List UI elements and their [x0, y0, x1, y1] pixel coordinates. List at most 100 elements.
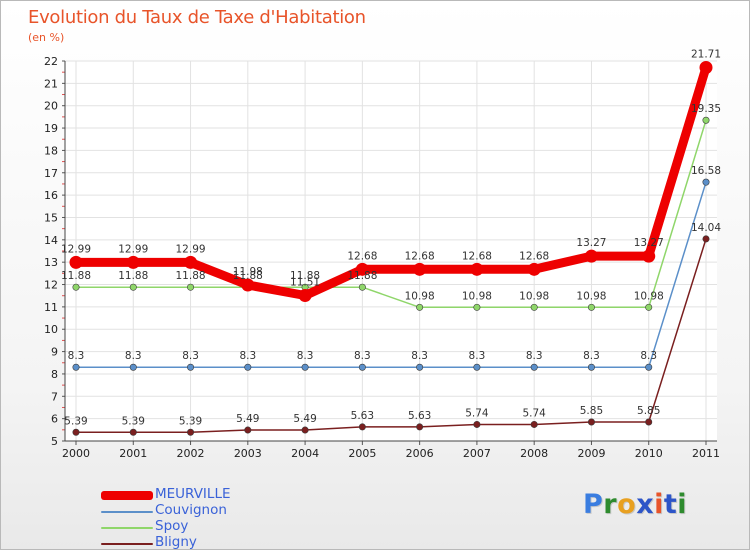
legend-swatch-bligny	[101, 543, 153, 545]
data-label-meurville: 12.68	[519, 250, 549, 262]
point-bligny	[187, 428, 195, 436]
chart-title: Evolution du Taux de Taxe d'Habitation	[28, 7, 366, 28]
data-label-meurville: 12.68	[462, 250, 492, 262]
x-tick-label: 2003	[234, 447, 262, 460]
point-couvignon	[473, 363, 481, 371]
point-spoy	[187, 283, 195, 291]
y-tick-label: 20	[44, 100, 58, 113]
point-meurville	[470, 262, 484, 276]
point-spoy	[72, 283, 80, 291]
legend-item-spoy: Spoy	[101, 518, 341, 535]
data-label-meurville: 12.68	[347, 250, 377, 262]
data-label-spoy: 10.98	[462, 290, 492, 302]
data-label-meurville: 12.99	[176, 243, 206, 255]
data-label-meurville: 21.71	[691, 48, 721, 60]
legend-swatch-meurville	[101, 491, 153, 500]
logo-letter: P	[583, 489, 604, 520]
data-label-bligny: 5.49	[236, 413, 259, 425]
point-meurville	[241, 278, 255, 292]
point-couvignon	[645, 363, 653, 371]
y-tick-label: 11	[44, 301, 58, 314]
data-label-meurville: 11.51	[290, 276, 320, 288]
point-meurville	[126, 255, 140, 269]
point-meurville	[69, 255, 83, 269]
legend-swatch-couvignon	[101, 511, 153, 513]
legend-swatch-spoy	[101, 527, 153, 529]
legend-label-meurville: MEURVILLE	[155, 486, 231, 502]
point-spoy	[702, 116, 710, 124]
data-label-bligny: 5.85	[580, 405, 603, 417]
data-label-couvignon: 8.3	[526, 350, 543, 362]
y-tick-label: 12	[44, 279, 58, 292]
legend-item-couvignon: Couvignon	[101, 502, 341, 519]
x-tick-label: 2006	[406, 447, 434, 460]
data-label-spoy: 11.88	[290, 270, 320, 282]
chart-axes: 5 6 7 8 9 10 11 12 13 14 15 16 17 18 19 20 21 22 2000 2001 2…	[44, 55, 720, 460]
point-bligny	[530, 420, 538, 428]
data-label-couvignon: 8.3	[239, 350, 256, 362]
x-tick-label: 2004	[291, 447, 319, 460]
data-label-spoy: 11.88	[233, 270, 263, 282]
point-couvignon	[530, 363, 538, 371]
data-label-couvignon: 8.3	[182, 350, 199, 362]
point-bligny	[645, 418, 653, 426]
y-tick-label: 13	[44, 256, 58, 269]
point-meurville	[413, 262, 427, 276]
y-tick-label: 6	[51, 413, 58, 426]
point-bligny	[702, 235, 710, 243]
data-label-spoy: 10.98	[519, 290, 549, 302]
point-spoy	[587, 303, 595, 311]
point-couvignon	[358, 363, 366, 371]
chart-grid	[65, 60, 717, 442]
x-tick-label: 2011	[692, 447, 720, 460]
point-couvignon	[72, 363, 80, 371]
point-spoy	[358, 283, 366, 291]
data-label-couvignon: 8.3	[354, 350, 371, 362]
data-label-couvignon: 8.3	[640, 350, 657, 362]
data-label-bligny: 5.49	[293, 413, 316, 425]
point-spoy	[416, 303, 424, 311]
data-label-meurville: 12.99	[61, 243, 91, 255]
point-spoy	[645, 303, 653, 311]
x-tick-label: 2000	[62, 447, 90, 460]
logo-letter: o	[617, 489, 637, 520]
point-bligny	[358, 423, 366, 431]
point-spoy	[129, 283, 137, 291]
x-tick-label: 2008	[520, 447, 548, 460]
y-tick-label: 7	[51, 390, 58, 403]
logo-letter: i	[677, 489, 688, 520]
x-tick-label: 2010	[635, 447, 663, 460]
y-tick-label: 17	[44, 167, 58, 180]
point-bligny	[587, 418, 595, 426]
data-label-couvignon: 16.58	[691, 165, 721, 177]
chart-data-labels: 5.39 5.39 5.39 5.49 5.49 5.63 5.63 5.74 5.74 5.85…	[61, 48, 721, 427]
data-label-spoy: 11.88	[347, 270, 377, 282]
data-label-bligny: 5.63	[351, 410, 374, 422]
data-label-spoy: 10.98	[634, 290, 664, 302]
y-tick-label: 16	[44, 189, 58, 202]
logo-letter: t	[663, 489, 678, 520]
chart-legend: MEURVILLE Couvignon Spoy Bligny	[101, 486, 341, 551]
point-couvignon	[702, 178, 710, 186]
x-tick-label: 2009	[577, 447, 605, 460]
point-bligny	[129, 428, 137, 436]
y-tick-label: 19	[44, 122, 58, 135]
legend-label-couvignon: Couvignon	[155, 502, 227, 518]
point-bligny	[72, 428, 80, 436]
data-label-bligny: 5.63	[408, 410, 431, 422]
y-tick-label: 10	[44, 323, 58, 336]
series-line-bligny	[75, 238, 707, 434]
data-label-couvignon: 8.3	[125, 350, 142, 362]
data-label-spoy: 11.88	[61, 270, 91, 282]
chart-series	[69, 60, 713, 436]
y-tick-label: 14	[44, 234, 58, 247]
point-bligny	[301, 426, 309, 434]
data-label-meurville: 13.27	[634, 237, 664, 249]
point-bligny	[244, 426, 252, 434]
data-label-meurville: 13.27	[576, 237, 606, 249]
point-couvignon	[187, 363, 195, 371]
data-label-meurville: 11.98	[233, 266, 263, 278]
data-label-bligny: 5.39	[179, 415, 202, 427]
x-tick-label: 2001	[119, 447, 147, 460]
